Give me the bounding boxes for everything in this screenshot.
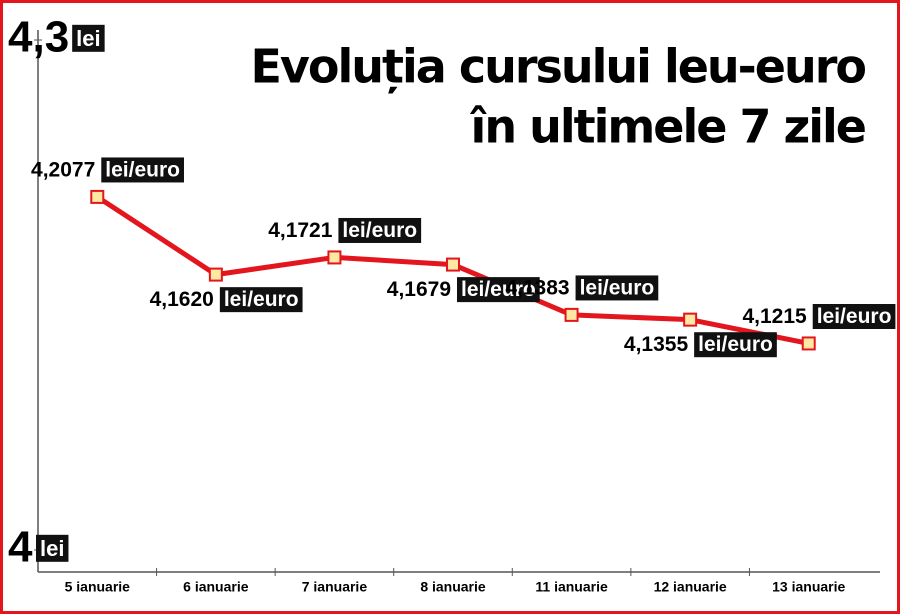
x-tick-label: 5 ianuarie — [65, 579, 131, 595]
unit-label: lei/euro — [817, 305, 892, 328]
marker — [564, 307, 579, 322]
unit-label: lei/euro — [580, 276, 655, 299]
unit-label: lei/euro — [461, 278, 536, 301]
unit-box — [101, 157, 184, 183]
unit-label: lei/euro — [224, 288, 299, 311]
unit-label: lei/euro — [342, 219, 417, 242]
value-label: 4,2077 — [31, 158, 95, 181]
x-tick-label: 8 ianuarie — [420, 579, 486, 595]
unit-box — [575, 275, 659, 301]
x-tick-label: 13 ianuarie — [772, 579, 845, 595]
unit-box — [457, 277, 540, 303]
marker — [446, 257, 460, 272]
x-tick-label: 11 ianuarie — [535, 579, 608, 595]
unit-box — [694, 332, 777, 358]
marker — [327, 250, 342, 265]
marker — [90, 189, 105, 204]
unit-box — [338, 217, 422, 243]
chart-title: în ultimele 7 zile — [470, 100, 865, 154]
unit-label: lei — [76, 26, 100, 51]
value-label: 4,1620 — [150, 288, 214, 311]
unit-label: lei/euro — [105, 158, 180, 181]
marker — [683, 312, 698, 327]
y-tick-label: 4 — [8, 523, 33, 572]
value-label: 4,1721 — [268, 219, 333, 242]
unit-box — [812, 303, 896, 329]
value-label: 4,1215 — [742, 305, 807, 328]
unit-label: lei — [40, 536, 64, 561]
unit-box — [219, 287, 303, 313]
unit-box — [36, 534, 69, 562]
x-tick-label: 7 ianuarie — [302, 579, 368, 595]
unit-label: lei/euro — [698, 333, 773, 356]
value-label: 4,1355 — [624, 333, 689, 356]
value-label: 4,1679 — [387, 278, 451, 301]
y-tick-label: 4,3 — [8, 13, 69, 62]
x-tick-label: 12 ianuarie — [654, 579, 727, 595]
chart-title: Evoluția cursului leu-euro — [250, 40, 865, 94]
unit-box — [72, 24, 105, 52]
marker — [801, 336, 816, 351]
marker — [208, 267, 223, 282]
value-label: 4,1383 — [505, 276, 569, 299]
x-tick-label: 6 ianuarie — [183, 579, 249, 595]
